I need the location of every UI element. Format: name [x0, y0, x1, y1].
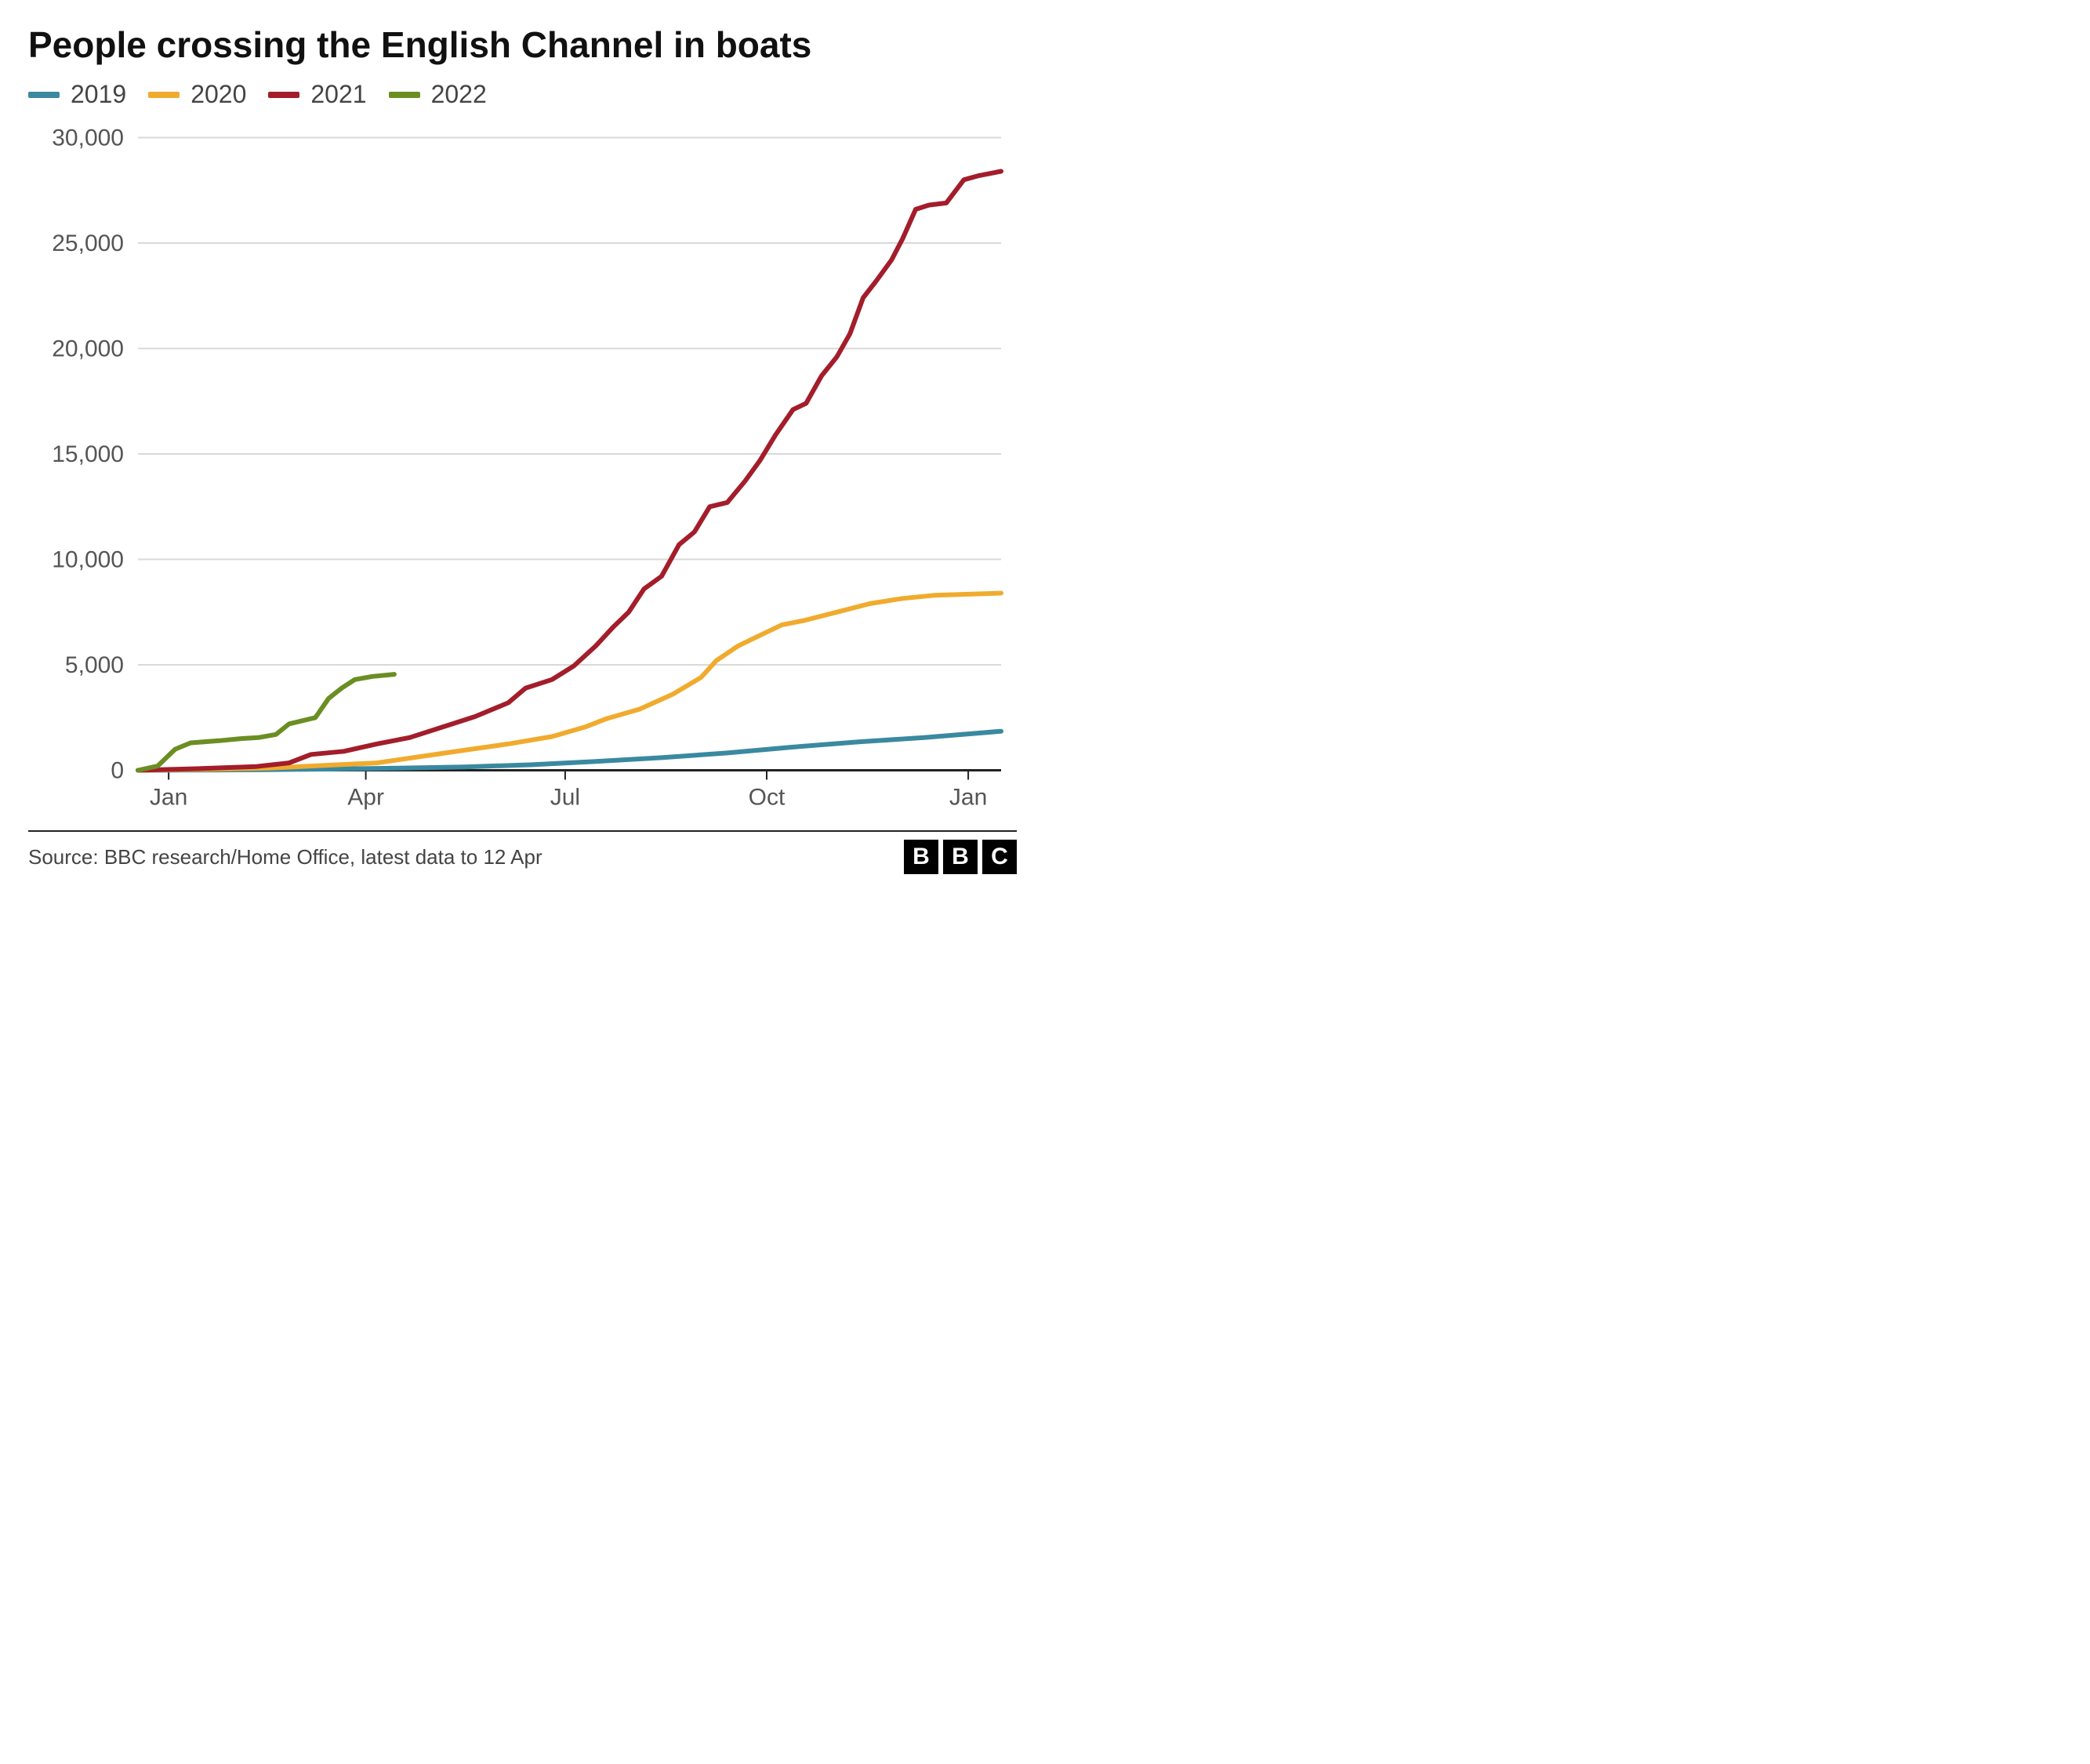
chart-container: People crossing the English Channel in b… — [0, 0, 1045, 882]
source-text: Source: BBC research/Home Office, latest… — [28, 845, 542, 869]
legend-item: 2021 — [268, 80, 366, 109]
svg-text:5,000: 5,000 — [65, 652, 124, 678]
svg-text:25,000: 25,000 — [52, 230, 124, 256]
footer: Source: BBC research/Home Office, latest… — [28, 830, 1017, 874]
bbc-logo: BBC — [904, 840, 1017, 874]
svg-text:20,000: 20,000 — [52, 336, 124, 362]
svg-text:0: 0 — [111, 758, 124, 784]
chart-title: People crossing the English Channel in b… — [28, 24, 1017, 66]
bbc-block: C — [982, 840, 1017, 874]
legend-swatch — [389, 92, 420, 98]
svg-text:Jan: Jan — [150, 785, 187, 811]
svg-text:Jan: Jan — [949, 785, 987, 811]
svg-text:Jul: Jul — [550, 785, 580, 811]
legend-label: 2020 — [190, 80, 246, 109]
svg-text:15,000: 15,000 — [52, 441, 124, 467]
legend-swatch — [268, 92, 299, 98]
svg-text:10,000: 10,000 — [52, 547, 124, 573]
bbc-block: B — [943, 840, 978, 874]
bbc-block: B — [904, 840, 938, 874]
legend-label: 2019 — [71, 80, 126, 109]
legend-label: 2021 — [310, 80, 366, 109]
legend-label: 2022 — [431, 80, 487, 109]
legend: 2019 2020 2021 2022 — [28, 80, 1017, 109]
legend-swatch — [148, 92, 180, 98]
legend-item: 2019 — [28, 80, 126, 109]
legend-item: 2020 — [148, 80, 246, 109]
plot-area: 0 5,000 10,000 15,000 20,000 25,000 30,000 Jan A… — [28, 120, 1017, 819]
legend-item: 2022 — [389, 80, 487, 109]
svg-text:Oct: Oct — [749, 785, 786, 811]
svg-text:Apr: Apr — [347, 785, 384, 811]
line-chart: 0 5,000 10,000 15,000 20,000 25,000 30,000 Jan A… — [28, 120, 1017, 819]
legend-swatch — [28, 92, 60, 98]
svg-text:30,000: 30,000 — [52, 125, 124, 151]
